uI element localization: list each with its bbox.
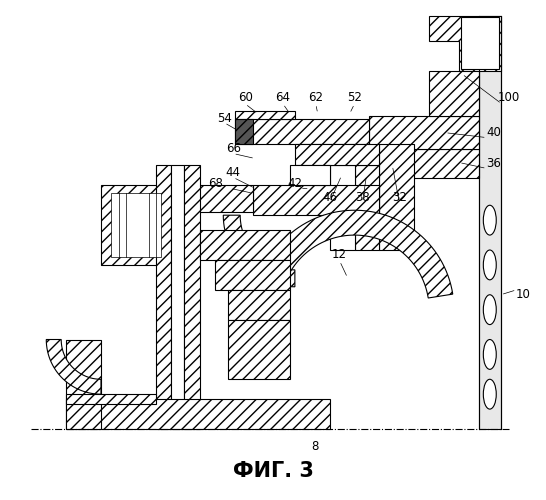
Text: 32: 32 — [392, 191, 407, 204]
Text: ФИГ. 3: ФИГ. 3 — [233, 461, 313, 481]
Polygon shape — [200, 230, 290, 260]
Polygon shape — [305, 148, 479, 178]
Text: 66: 66 — [225, 142, 241, 155]
Text: 10: 10 — [516, 288, 531, 301]
Text: 38: 38 — [355, 191, 370, 204]
Polygon shape — [235, 118, 253, 144]
Ellipse shape — [483, 380, 496, 409]
Text: 12: 12 — [332, 248, 347, 262]
Polygon shape — [215, 260, 290, 290]
Text: 36: 36 — [486, 157, 501, 170]
Polygon shape — [429, 16, 501, 71]
Polygon shape — [354, 166, 379, 250]
Polygon shape — [170, 186, 253, 212]
Polygon shape — [461, 18, 498, 69]
Polygon shape — [66, 394, 156, 404]
Text: 60: 60 — [238, 92, 253, 104]
Polygon shape — [295, 144, 379, 166]
Polygon shape — [429, 71, 479, 116]
Ellipse shape — [483, 340, 496, 370]
Polygon shape — [228, 320, 290, 380]
Polygon shape — [156, 166, 170, 429]
Text: 44: 44 — [225, 166, 241, 179]
Polygon shape — [46, 340, 101, 394]
Polygon shape — [253, 186, 379, 215]
Polygon shape — [170, 166, 183, 429]
Ellipse shape — [483, 250, 496, 280]
Text: 42: 42 — [287, 177, 302, 190]
Polygon shape — [330, 166, 354, 250]
Ellipse shape — [483, 205, 496, 235]
Polygon shape — [66, 399, 330, 429]
Polygon shape — [111, 194, 161, 257]
Text: 68: 68 — [208, 177, 223, 190]
Text: 46: 46 — [322, 191, 337, 204]
Polygon shape — [235, 111, 295, 118]
Polygon shape — [66, 340, 101, 429]
Text: 64: 64 — [275, 92, 290, 104]
Text: 40: 40 — [486, 126, 501, 139]
Polygon shape — [235, 118, 370, 144]
Polygon shape — [379, 144, 414, 250]
Text: 62: 62 — [308, 92, 323, 104]
Text: 8: 8 — [311, 440, 318, 454]
Polygon shape — [290, 166, 330, 186]
Polygon shape — [223, 215, 295, 287]
Polygon shape — [183, 166, 200, 429]
Polygon shape — [256, 210, 453, 298]
Text: 54: 54 — [217, 112, 232, 125]
Text: 52: 52 — [347, 92, 362, 104]
Polygon shape — [479, 16, 501, 429]
Polygon shape — [101, 186, 170, 265]
Text: 100: 100 — [497, 92, 520, 104]
Polygon shape — [370, 116, 479, 148]
Polygon shape — [228, 290, 290, 320]
Ellipse shape — [483, 294, 496, 324]
